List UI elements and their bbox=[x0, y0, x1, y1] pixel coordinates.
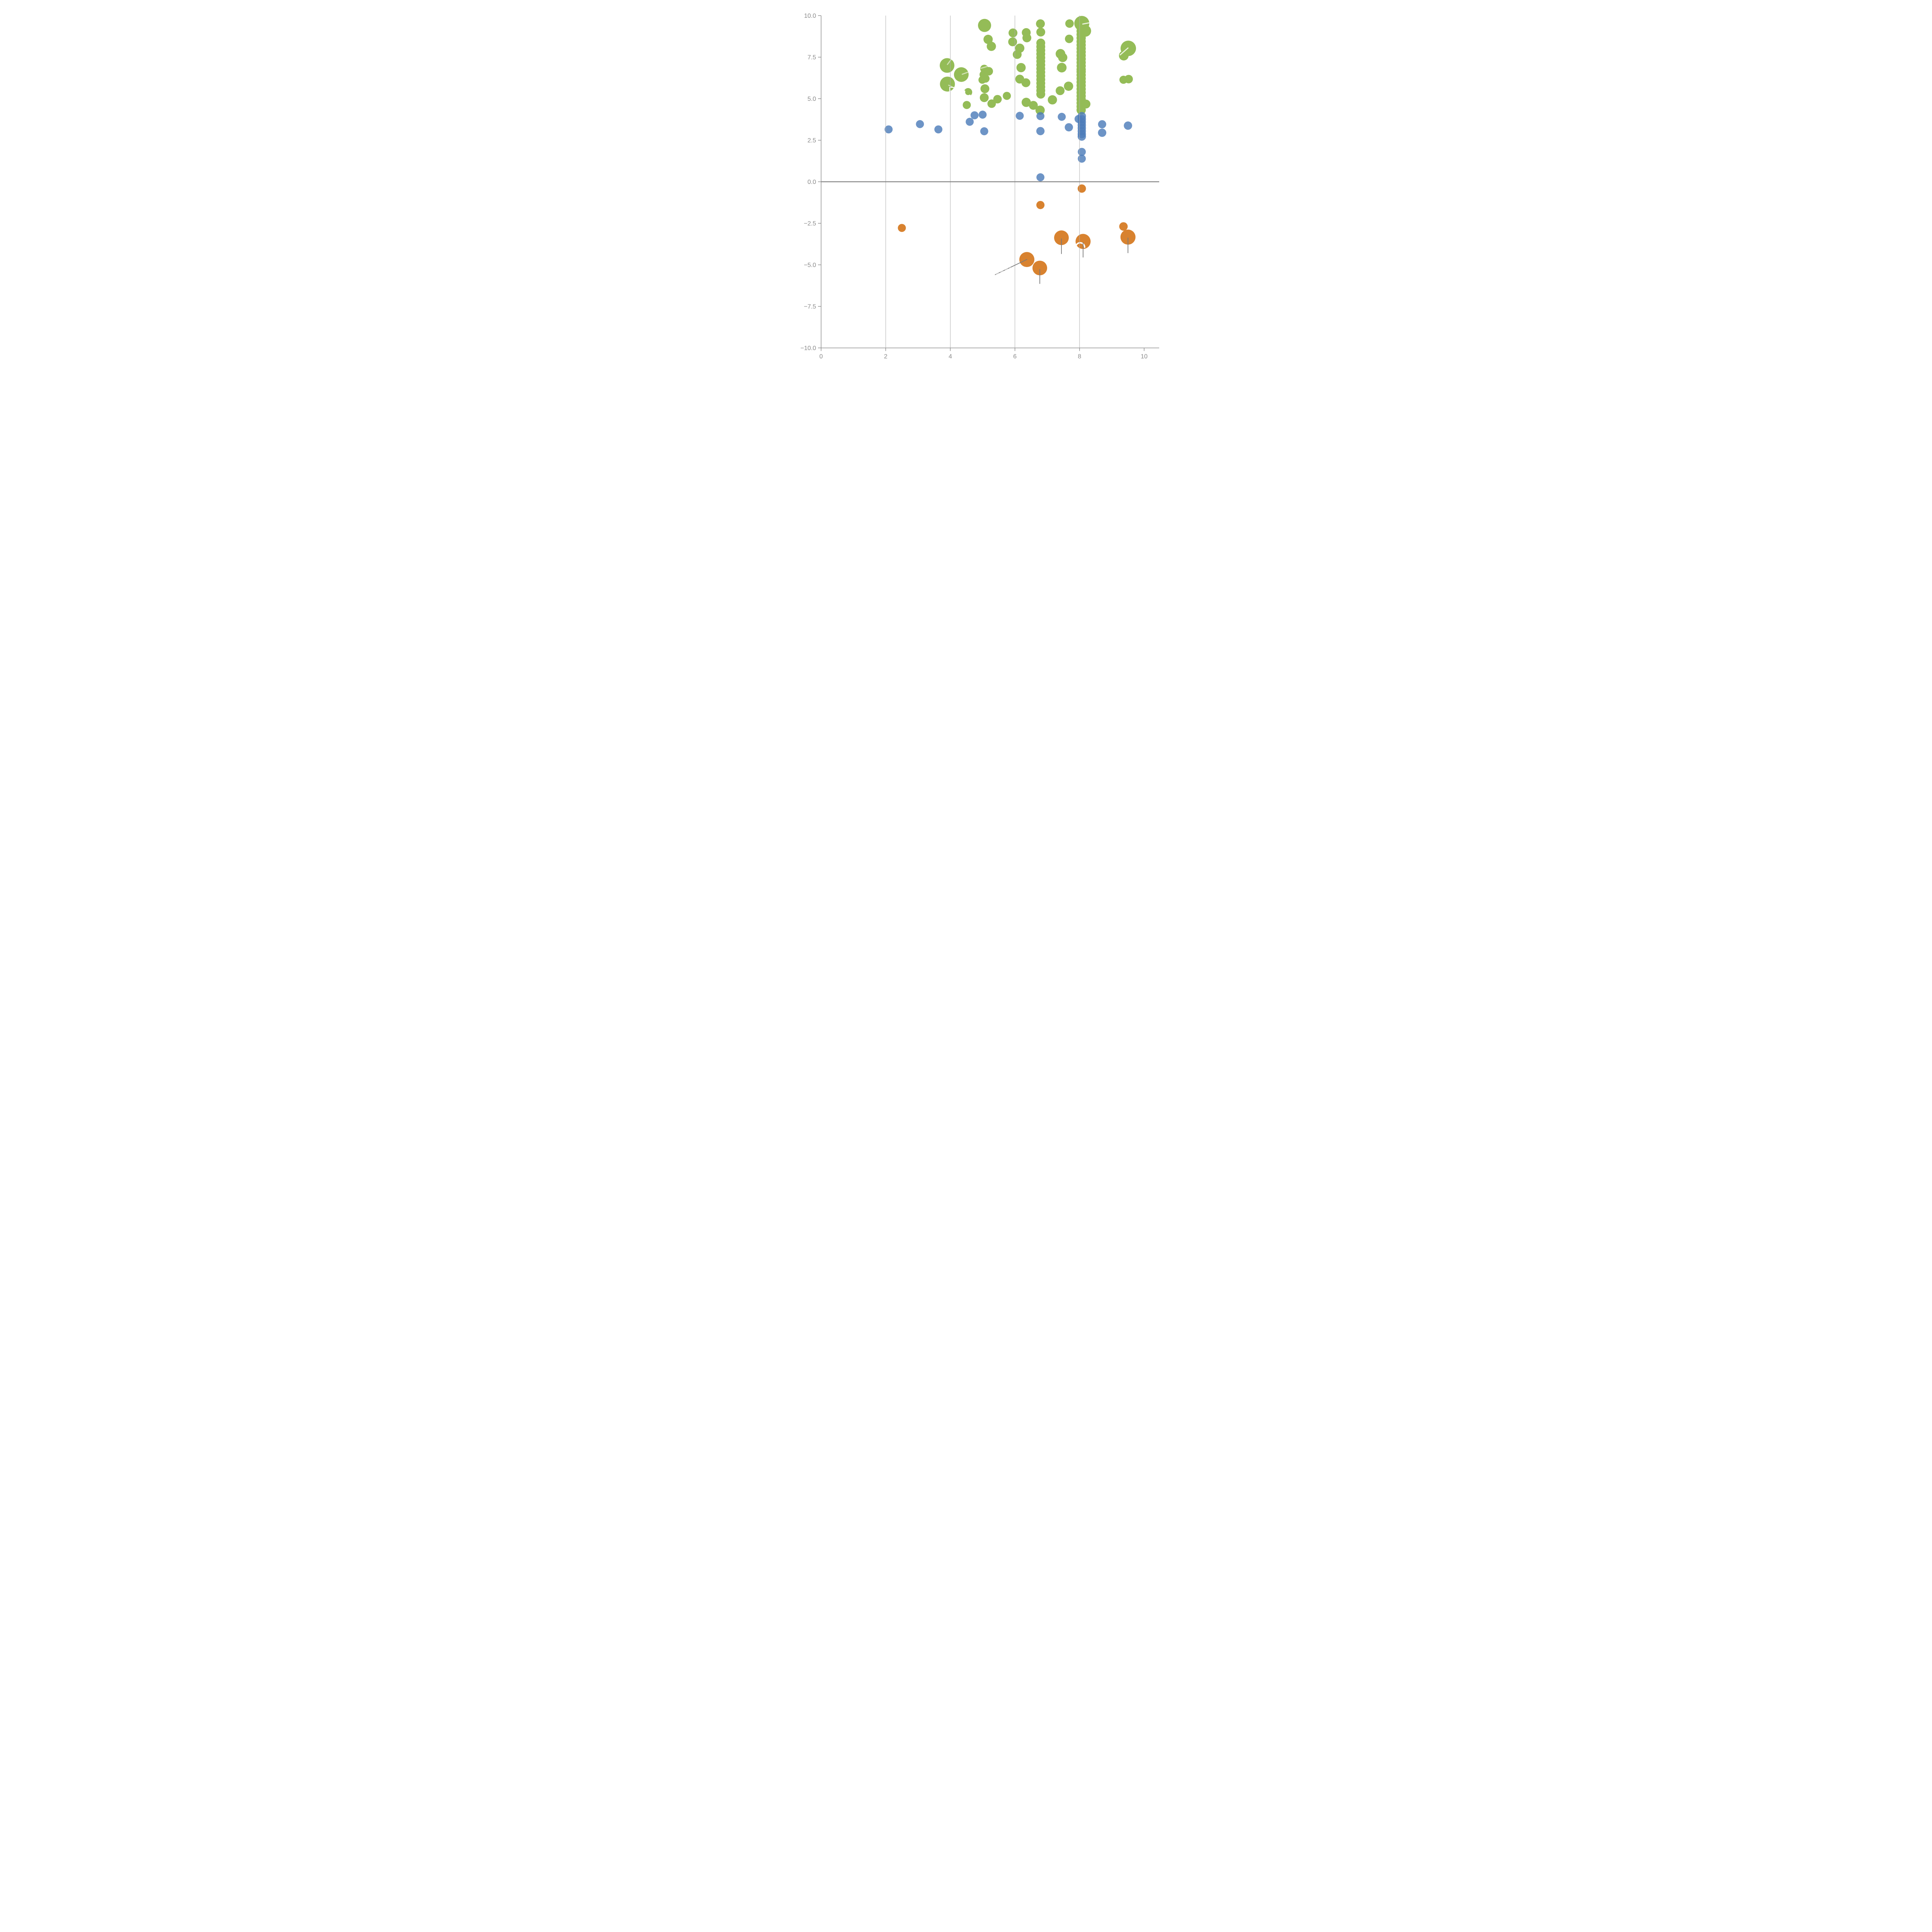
green-bubble bbox=[940, 77, 955, 92]
x-tick-label: 4 bbox=[949, 353, 952, 360]
orange-bubble bbox=[1119, 222, 1128, 231]
y-tick-label: −5.0 bbox=[804, 262, 816, 269]
blue-bubble bbox=[1036, 112, 1044, 120]
watermark-dash bbox=[948, 85, 955, 89]
green-bubble bbox=[1036, 90, 1045, 99]
green-bubble bbox=[1022, 33, 1031, 43]
green-bubble bbox=[963, 101, 971, 109]
y-tick-label: 10.0 bbox=[804, 13, 816, 19]
stem-line bbox=[995, 259, 1027, 275]
blue-bubble bbox=[1124, 121, 1132, 130]
orange-bubble bbox=[898, 224, 906, 232]
green-bubble bbox=[1056, 86, 1065, 95]
green-bubble bbox=[993, 95, 1002, 104]
blue-bubble bbox=[1098, 128, 1107, 137]
bubble-chart-canvas: P 10.0 7.5 5.0 2.5 0.0 −2.5 −5.0 −7.5 −10.0 0 2 4 6 8 1… bbox=[801, 13, 1159, 360]
y-tick-label: 0.0 bbox=[808, 179, 816, 185]
green-bubble bbox=[1003, 92, 1011, 100]
green-bubble bbox=[1016, 63, 1026, 72]
green-bubble bbox=[1013, 50, 1022, 59]
green-bubble bbox=[1021, 78, 1031, 87]
blue-bubble bbox=[1036, 173, 1044, 182]
watermark-arc bbox=[1075, 242, 1085, 248]
blue-bubble bbox=[1078, 148, 1086, 156]
blue-bubble bbox=[966, 117, 974, 126]
watermark-dash bbox=[980, 66, 988, 69]
green-bubble bbox=[978, 19, 991, 32]
watermark-dash bbox=[947, 59, 952, 65]
green-bubble bbox=[980, 93, 989, 102]
x-tick-label: 6 bbox=[1013, 353, 1017, 360]
blue-bubble bbox=[1015, 112, 1024, 120]
x-tick-label: 0 bbox=[820, 353, 823, 360]
blue-bubble bbox=[970, 111, 979, 119]
green-bubble bbox=[1058, 53, 1068, 62]
green-bubble bbox=[980, 84, 990, 94]
orange-bubble bbox=[1075, 234, 1091, 249]
green-bubble bbox=[1009, 28, 1018, 37]
watermark-letter: P bbox=[949, 85, 956, 97]
green-bubble bbox=[1029, 101, 1038, 110]
orange-bubble bbox=[1077, 184, 1086, 193]
watermark-dash bbox=[1119, 47, 1129, 56]
green-bubble bbox=[940, 58, 954, 73]
green-bubble bbox=[1035, 105, 1045, 115]
green-bubble bbox=[964, 88, 973, 97]
green-bubble bbox=[1065, 19, 1074, 28]
green-bubble bbox=[987, 99, 996, 108]
blue-bubble bbox=[1078, 155, 1086, 163]
green-bubble bbox=[1036, 27, 1045, 37]
green-bubble bbox=[1048, 95, 1057, 105]
green-bubble bbox=[1082, 99, 1090, 109]
y-tick-label: −2.5 bbox=[804, 220, 816, 227]
blue-bubble bbox=[916, 120, 924, 128]
y-tick-label: −7.5 bbox=[804, 303, 816, 310]
x-tick-label: 8 bbox=[1078, 353, 1081, 360]
y-tick-label: 5.0 bbox=[808, 96, 816, 102]
green-bubble bbox=[978, 76, 986, 84]
y-tick-label: 7.5 bbox=[808, 54, 816, 61]
x-tick-label: 10 bbox=[1141, 353, 1148, 360]
blue-bubble bbox=[1036, 127, 1045, 135]
bubble-chart-figure: P 10.0 7.5 5.0 2.5 0.0 −2.5 −5.0 −7.5 −10.0 0 2 4 6 8 1… bbox=[773, 0, 1159, 386]
orange-bubble bbox=[1120, 230, 1136, 245]
orange-bubble bbox=[1032, 260, 1047, 276]
green-bubble bbox=[1065, 34, 1073, 43]
dashed-overlay-line bbox=[996, 267, 1011, 275]
blue-bubble bbox=[978, 111, 987, 119]
green-bubble bbox=[1057, 63, 1067, 73]
green-bubble bbox=[1008, 37, 1017, 46]
y-tick-label: 2.5 bbox=[808, 137, 816, 144]
blue-bubble bbox=[884, 125, 893, 134]
green-bubble bbox=[1036, 19, 1045, 28]
blue-bubble bbox=[980, 127, 988, 136]
x-tick-label: 2 bbox=[884, 353, 888, 360]
green-bubble bbox=[983, 34, 993, 44]
blue-bubble bbox=[1077, 132, 1086, 141]
watermark-arc bbox=[963, 90, 971, 97]
green-bubble bbox=[954, 67, 969, 82]
watermark-dash bbox=[961, 71, 968, 75]
orange-bubble bbox=[1036, 201, 1045, 209]
green-bubble bbox=[986, 41, 996, 51]
green-bubble bbox=[1124, 75, 1133, 83]
green-bubble bbox=[1064, 82, 1073, 91]
y-tick-label: −10.0 bbox=[801, 345, 816, 352]
blue-bubble bbox=[1065, 123, 1073, 132]
watermark-dash bbox=[1082, 22, 1090, 25]
blue-bubble bbox=[934, 125, 942, 134]
green-bubble bbox=[1021, 97, 1031, 107]
orange-bubble bbox=[1054, 230, 1069, 245]
blue-bubble bbox=[1098, 120, 1106, 129]
blue-bubble bbox=[1058, 112, 1066, 121]
